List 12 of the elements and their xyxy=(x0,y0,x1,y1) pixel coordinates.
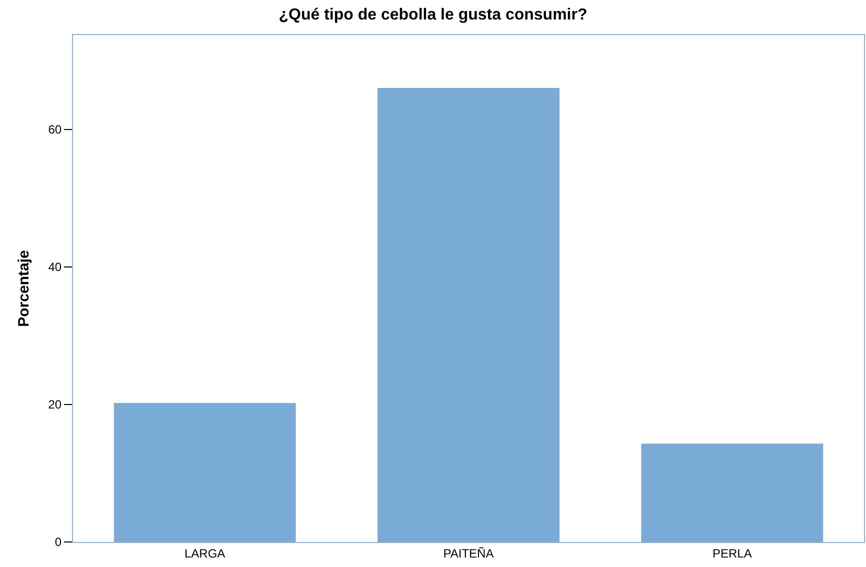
x-tick-label: PAITEÑA xyxy=(443,546,494,560)
bar xyxy=(378,88,560,542)
y-tick-label: 40 xyxy=(48,260,62,274)
bar xyxy=(114,403,296,542)
y-axis-title: Porcentaje xyxy=(15,250,32,327)
y-tick-label: 20 xyxy=(48,398,62,412)
x-tick-label: PERLA xyxy=(712,546,752,560)
bar xyxy=(641,444,824,542)
y-tick-label: 0 xyxy=(54,535,62,550)
y-tick-label: 60 xyxy=(48,122,62,136)
x-tick-label: LARGA xyxy=(184,546,226,560)
chart-title: ¿Qué tipo de cebolla le gusta consumir? xyxy=(278,6,588,24)
